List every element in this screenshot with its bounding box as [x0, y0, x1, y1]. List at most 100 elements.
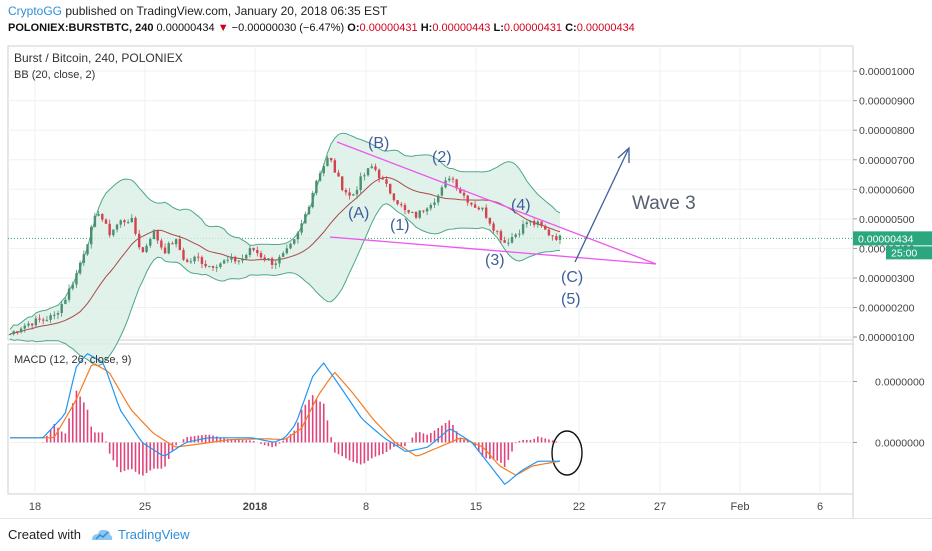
- candle-body: [514, 234, 517, 238]
- candle-body: [329, 157, 333, 161]
- macd-y-tick-label: 0.0000000: [875, 377, 925, 389]
- price-axis[interactable]: 0.00001000 0.00000900 0.00000800 0.00000700…: [853, 66, 925, 449]
- candle-body: [60, 303, 63, 314]
- candle-body: [230, 256, 233, 260]
- candle-body: [525, 222, 528, 225]
- wedge-upper-line: [336, 141, 657, 265]
- candle-body: [101, 214, 104, 220]
- candle-body: [263, 257, 266, 261]
- candle-body: [27, 323, 30, 326]
- candle-body: [466, 195, 469, 203]
- candle-body: [341, 176, 344, 191]
- candle-body: [16, 331, 19, 333]
- y-tick-label: 0.00000200: [859, 302, 915, 314]
- candle-body: [174, 239, 178, 245]
- candle-body: [370, 166, 373, 169]
- publish-text: published on TradingView.com, January 20…: [62, 4, 388, 18]
- candle-body: [304, 214, 307, 224]
- candle-body: [8, 334, 12, 336]
- macd-indicator: [10, 352, 561, 486]
- candle-body: [152, 230, 156, 240]
- candle-body: [222, 260, 226, 264]
- candles: [8, 155, 562, 336]
- candle-body: [555, 236, 558, 240]
- candle-body: [300, 223, 303, 233]
- candle-body: [149, 239, 152, 246]
- countdown-tag: [886, 246, 932, 260]
- symbol-label: POLONIEX:BURSTBTC, 240: [8, 22, 154, 34]
- candle-body: [182, 250, 185, 260]
- candle-body: [256, 250, 259, 254]
- candle-body: [422, 210, 425, 212]
- y-tick-label: 0.00000900: [859, 96, 915, 108]
- x-tick-label: 2018: [243, 501, 267, 513]
- chart-header: CryptoGG published on TradingView.com, J…: [0, 0, 932, 42]
- macd-pane[interactable]: [7, 343, 854, 495]
- candle-body: [400, 204, 403, 206]
- wave-label-4: (4): [511, 197, 531, 214]
- candle-body: [532, 220, 536, 225]
- price-chart[interactable]: (A) (B) (1) (2) (3) (4) (C) (5) Wave 3 0…: [0, 42, 932, 518]
- bb-upper-band: [9, 132, 561, 330]
- tradingview-logo-icon[interactable]: [90, 527, 114, 543]
- candle-body: [352, 194, 355, 196]
- candle-body: [185, 259, 189, 262]
- author-link[interactable]: CryptoGG: [8, 4, 63, 18]
- candle-body: [407, 210, 410, 213]
- publish-info: CryptoGG published on TradingView.com, J…: [8, 4, 387, 18]
- candle-body: [156, 230, 159, 241]
- x-tick-label: 27: [654, 501, 666, 513]
- candle-body: [403, 205, 407, 211]
- candle-body: [171, 243, 174, 245]
- tradingview-link[interactable]: TradingView: [118, 527, 190, 542]
- candle-body: [455, 179, 458, 189]
- grid: [8, 46, 853, 494]
- candle-body: [189, 261, 193, 263]
- candle-body: [510, 237, 514, 243]
- candle-body: [12, 331, 15, 335]
- candle-body: [163, 247, 167, 254]
- candle-body: [245, 255, 248, 259]
- candle-body: [418, 210, 421, 218]
- candle-body: [414, 211, 418, 218]
- candle-body: [119, 220, 122, 225]
- candle-body: [492, 223, 495, 231]
- x-tick-label: 6: [817, 501, 823, 513]
- y-tick-label: 0.00000300: [859, 273, 915, 285]
- x-tick-label: 22: [573, 501, 585, 513]
- time-axis[interactable]: 18 25 2018 8 15 22 27 Feb 6: [29, 501, 823, 513]
- countdown-value: 25:00: [891, 247, 917, 259]
- candle-body: [448, 178, 451, 181]
- candle-body: [137, 233, 141, 248]
- symbol-info: POLONIEX:BURSTBTC, 240 0.00000434 ▼ −0.0…: [8, 22, 635, 34]
- candle-body: [477, 207, 480, 210]
- y-tick-label: 0.00000500: [859, 214, 915, 226]
- candle-body: [45, 319, 49, 321]
- candle-body: [551, 235, 554, 237]
- candle-body: [462, 192, 466, 196]
- candle-body: [322, 166, 325, 174]
- candle-body: [82, 254, 86, 263]
- candle-body: [75, 273, 78, 285]
- candle-body: [558, 235, 562, 240]
- candle-body: [484, 207, 488, 218]
- candle-body: [141, 247, 145, 253]
- candle-body: [440, 187, 444, 196]
- x-tick-label: 8: [363, 501, 369, 513]
- candle-body: [208, 266, 211, 268]
- candle-body: [363, 175, 366, 177]
- wave-label-B: (B): [368, 135, 389, 152]
- projection-arrow: [574, 149, 629, 263]
- candle-body: [278, 256, 281, 264]
- candle-body: [318, 173, 322, 181]
- candle-body: [348, 192, 351, 196]
- candle-body: [374, 166, 377, 170]
- candle-body: [204, 263, 207, 267]
- candle-body: [481, 207, 484, 210]
- candle-body: [285, 248, 289, 254]
- candle-body: [53, 314, 56, 316]
- last-price-tag: [853, 231, 932, 246]
- candle-body: [104, 219, 108, 224]
- wave-3-label: Wave 3: [632, 193, 696, 214]
- created-with-text: Created with: [8, 527, 81, 542]
